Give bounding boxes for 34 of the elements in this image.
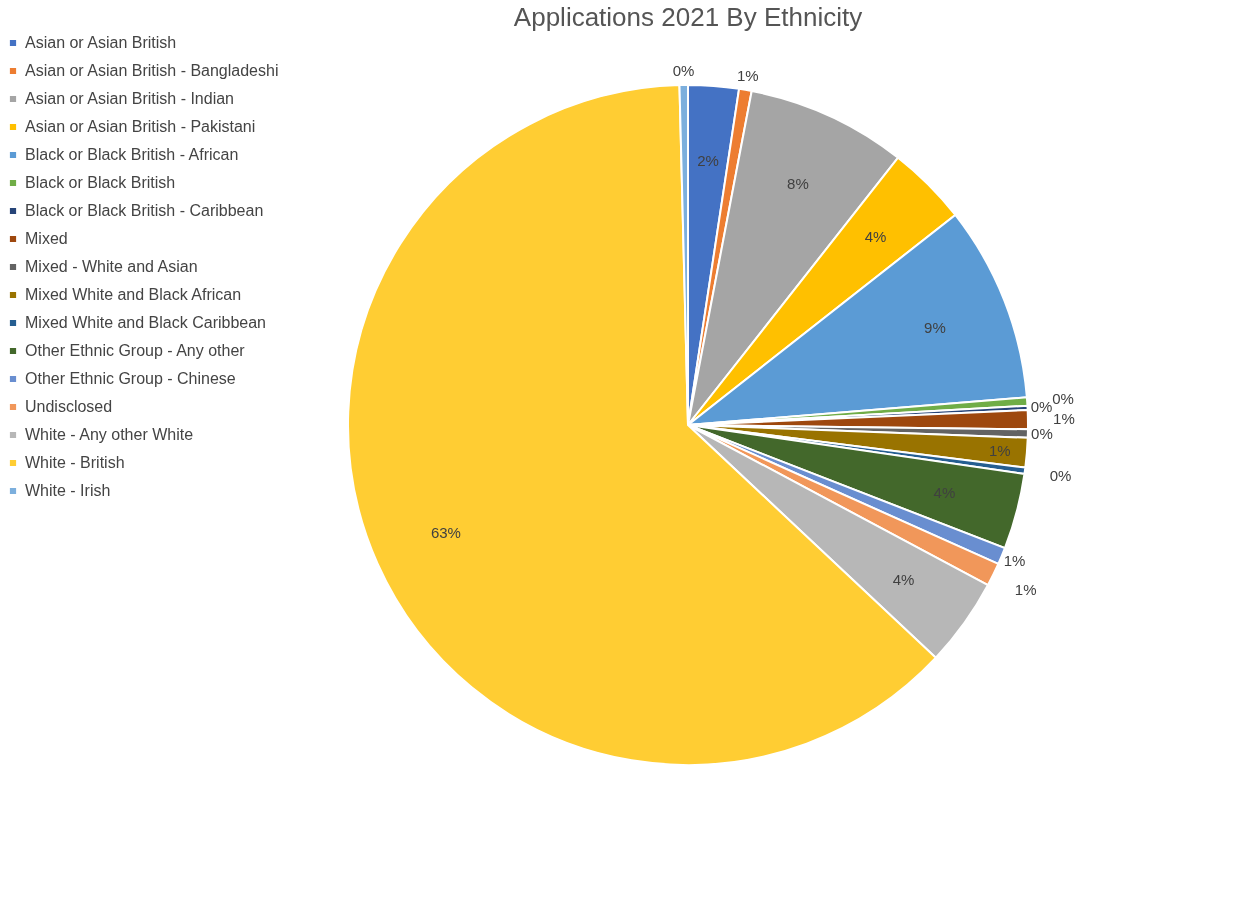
data-label: 0% — [1031, 424, 1053, 442]
data-label: 8% — [787, 174, 809, 192]
data-label: 1% — [1003, 552, 1026, 570]
legend-label: White - Any other White — [25, 426, 194, 443]
legend-label: Mixed - White and Asian — [25, 258, 198, 275]
legend-label: Black or Black British - Caribbean — [25, 202, 264, 219]
legend-label: White - British — [25, 454, 125, 471]
data-label: 2% — [697, 151, 719, 169]
data-label: 1% — [736, 67, 759, 85]
data-label: 0% — [672, 62, 695, 80]
data-label: 1% — [1014, 581, 1037, 599]
legend-label: Mixed — [25, 230, 68, 247]
legend-label: White - Irish — [25, 482, 111, 499]
legend-label: Asian or Asian British — [25, 34, 177, 51]
legend-label: Asian or Asian British - Pakistani — [25, 118, 256, 135]
legend-label: Undisclosed — [25, 398, 113, 415]
data-label: 1% — [988, 441, 1011, 459]
legend-label: Other Ethnic Group - Any other — [25, 342, 246, 359]
legend-label: Black or Black British - African — [25, 146, 239, 163]
legend-label: Black or Black British — [25, 174, 176, 191]
data-label: 63% — [430, 524, 461, 542]
legend-label: Asian or Asian British - Indian — [25, 90, 234, 107]
data-label: 0% — [1052, 390, 1074, 408]
legend-label: Other Ethnic Group - Chinese — [25, 370, 236, 387]
legend-label: Mixed White and Black Caribbean — [25, 314, 267, 331]
data-label: 0% — [1030, 398, 1053, 416]
data-label: 9% — [924, 319, 946, 337]
data-label: 4% — [892, 570, 915, 588]
data-label: 4% — [864, 228, 887, 246]
data-label: 0% — [1049, 466, 1072, 484]
chart-title: Applications 2021 By Ethnicity — [513, 2, 863, 32]
legend-label: Mixed White and Black African — [25, 286, 242, 303]
legend-label: Asian or Asian British - Bangladeshi — [25, 62, 279, 79]
data-label: 1% — [1053, 410, 1075, 428]
